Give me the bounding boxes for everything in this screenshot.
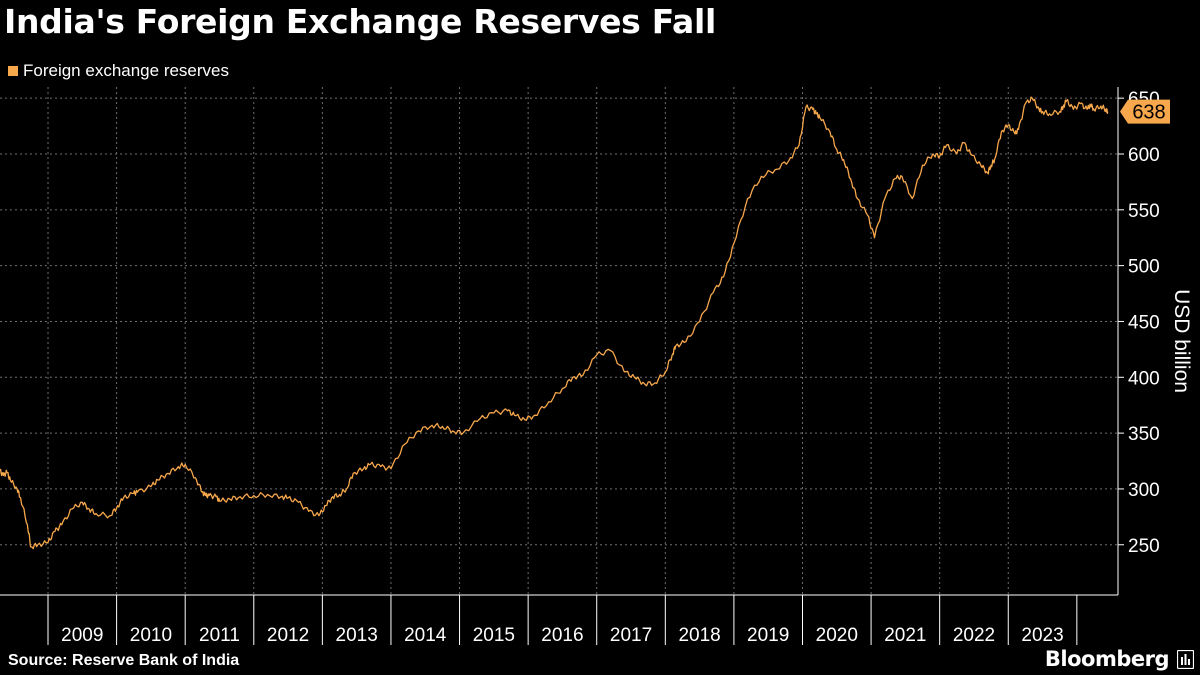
x-tick-label: 2009 (61, 625, 103, 646)
legend: Foreign exchange reserves (8, 60, 229, 82)
series-line (0, 96, 1109, 550)
x-tick-label: 2017 (610, 625, 652, 646)
y-tick-label: 500 (1128, 257, 1160, 278)
series (0, 96, 1109, 550)
y-tick-label: 550 (1128, 201, 1160, 222)
y-tick-label: 250 (1128, 536, 1160, 557)
x-tick-label: 2019 (747, 625, 789, 646)
x-tick-label: 2011 (199, 625, 240, 646)
axes: 2503003504004505005506006502009201020112… (0, 87, 1193, 646)
x-tick-label: 2021 (884, 625, 926, 646)
y-tick-label: 300 (1128, 480, 1160, 501)
y-tick-label: 450 (1128, 312, 1160, 333)
last-value-label: 638 (1132, 102, 1165, 124)
legend-swatch (8, 66, 18, 76)
y-axis-title: USD billion (1170, 289, 1193, 393)
x-tick-label: 2022 (953, 625, 995, 646)
x-tick-label: 2014 (404, 625, 447, 646)
x-tick-label: 2015 (473, 625, 515, 646)
y-tick-label: 350 (1128, 424, 1160, 445)
y-tick-label: 400 (1128, 368, 1160, 389)
source-note: Source: Reserve Bank of India (8, 652, 240, 669)
x-tick-label: 2018 (678, 625, 720, 646)
x-tick-label: 2020 (816, 625, 858, 646)
grid (0, 87, 1118, 595)
bloomberg-terminal-icon (1177, 650, 1194, 669)
brand-logo: Bloomberg (1044, 647, 1170, 671)
x-tick-label: 2010 (130, 625, 172, 646)
chart-title: India's Foreign Exchange Reserves Fall (4, 2, 717, 41)
x-tick-label: 2023 (1021, 625, 1063, 646)
labels: 638 (1120, 99, 1170, 124)
x-tick-label: 2012 (267, 625, 309, 646)
last-value-flag (1120, 99, 1170, 124)
y-tick-label: 600 (1128, 145, 1160, 166)
x-tick-label: 2016 (541, 625, 583, 646)
x-tick-label: 2013 (336, 625, 378, 646)
legend-label: Foreign exchange reserves (23, 61, 230, 80)
